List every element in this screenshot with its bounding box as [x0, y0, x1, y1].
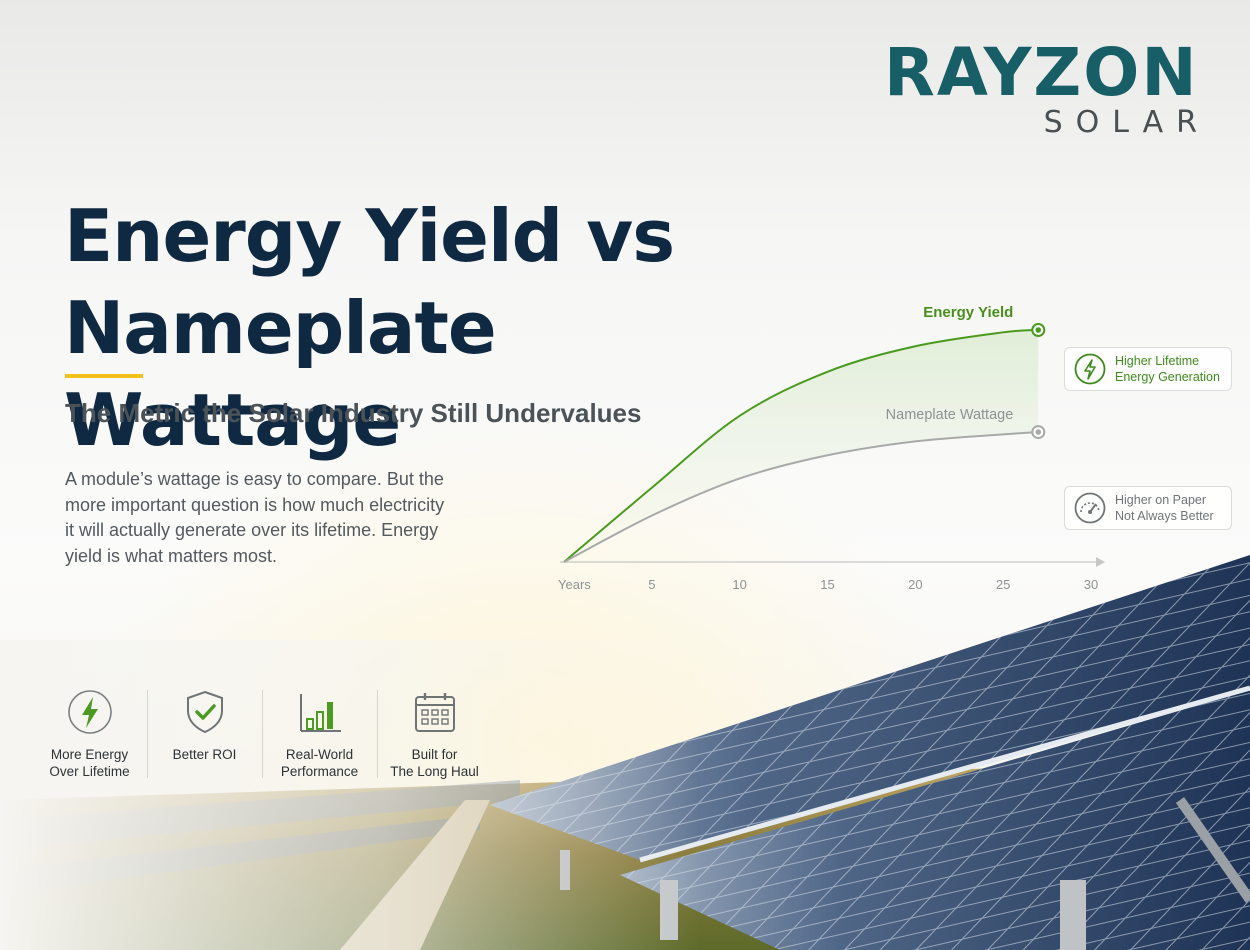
feature-real-world-performance: Real-World Performance	[262, 688, 377, 780]
energy-yield-line	[563, 329, 1039, 563]
x-tick-label: 25	[996, 577, 1010, 592]
title-line-2: Nameplate Wattage	[64, 286, 497, 462]
x-tick-label: 5	[648, 577, 655, 592]
x-tick-label: 15	[820, 577, 834, 592]
feature-4-line-2: The Long Haul	[390, 764, 479, 779]
lightning-icon	[67, 690, 112, 734]
energy-yield-endpoint	[1031, 323, 1046, 337]
callout-2-line-1: Higher on Paper	[1115, 493, 1207, 507]
callout-higher-on-paper: Higher on Paper Not Always Better	[1064, 486, 1232, 530]
feature-2-line-1: Better ROI	[172, 747, 237, 762]
x-axis-arrow-icon	[1096, 557, 1105, 567]
feature-better-roi: Better ROI	[147, 688, 262, 780]
nameplate-wattage-endpoint	[1031, 425, 1046, 440]
feature-1-line-2: Over Lifetime	[49, 764, 130, 779]
feature-3-line-1: Real-World	[285, 747, 354, 762]
x-tick-label: 30	[1084, 577, 1098, 592]
x-tick-label: 10	[732, 577, 746, 592]
nameplate-wattage-label: Nameplate Wattage	[886, 407, 1014, 423]
feature-more-energy: More Energy Over Lifetime	[32, 688, 147, 780]
page-title: Energy Yield vs Nameplate Wattage	[64, 190, 824, 466]
shield-check-icon	[186, 690, 223, 734]
feature-4-line-1: Built for	[411, 747, 458, 762]
callout-2-line-2: Not Always Better	[1115, 509, 1214, 523]
rayzon-solar-logo[interactable]: RAYZON SOLAR	[884, 40, 1198, 140]
page-subtitle: The Metric the Solar Industry Still Unde…	[65, 398, 642, 428]
feature-3-line-2: Performance	[280, 764, 359, 779]
lightning-icon	[1074, 353, 1106, 385]
calendar-icon	[414, 693, 455, 732]
x-tick-label: Years	[558, 577, 591, 592]
feature-1-line-1: More Energy	[50, 747, 129, 762]
callout-1-line-2: Energy Generation	[1115, 370, 1220, 384]
callout-1-line-1: Higher Lifetime	[1115, 354, 1200, 368]
speedometer-icon	[1074, 492, 1106, 524]
title-line-1: Energy Yield vs	[64, 194, 675, 278]
logo-wordmark: RAYZON	[884, 34, 1199, 111]
series-endpoint-dot	[1035, 429, 1042, 435]
intro-paragraph: A module’s wattage is easy to compare. B…	[65, 469, 445, 566]
energy-yield-chart: Years 5 10 15 20 25 30 Energy Yield Nameplate …	[558, 304, 1105, 592]
x-tick-label: 20	[908, 577, 922, 592]
title-accent-bar	[65, 374, 143, 378]
bar-chart-icon	[299, 694, 341, 732]
logo-subtitle: SOLAR	[1043, 105, 1210, 140]
nameplate-wattage-line	[563, 431, 1039, 563]
series-endpoint-dot	[1035, 327, 1042, 333]
feature-list: More Energy Over Lifetime Better ROI Rea…	[32, 688, 492, 780]
feature-long-haul: Built for The Long Haul	[377, 688, 492, 780]
callout-lifetime-generation: Higher Lifetime Energy Generation	[1064, 347, 1232, 391]
energy-yield-label: Energy Yield	[923, 304, 1013, 321]
yield-gap-area	[564, 330, 1039, 562]
